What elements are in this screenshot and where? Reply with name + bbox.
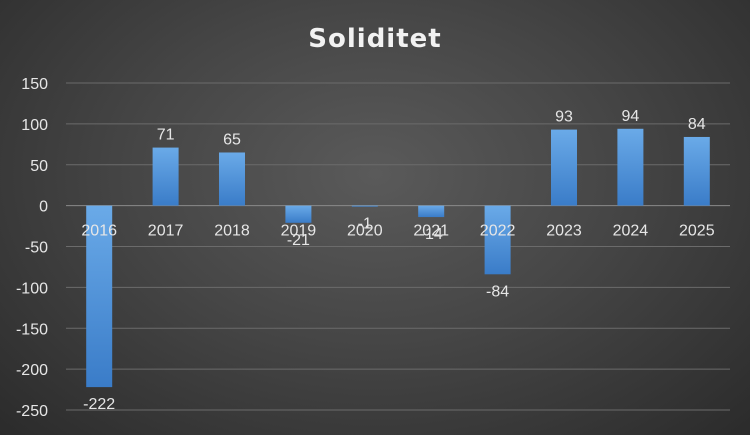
bar-2017 (152, 147, 179, 206)
data-label: -14 (420, 226, 443, 243)
y-tick-label: -100 (16, 280, 48, 297)
bar-2021 (418, 205, 445, 218)
x-tick-label: 2021 (413, 223, 449, 240)
y-tick-label: -250 (16, 403, 48, 420)
x-tick-label: 2022 (480, 223, 516, 240)
x-tick-label: 2019 (281, 223, 317, 240)
bar-2023 (551, 129, 577, 206)
y-tick-label: 100 (21, 117, 48, 134)
y-tick-label: -150 (16, 321, 48, 338)
bar-2022 (484, 205, 511, 275)
y-tick-label: -50 (25, 240, 48, 257)
data-label: 93 (555, 109, 573, 126)
bar-2020 (351, 205, 378, 207)
x-tick-label: 2024 (613, 223, 649, 240)
x-tick-label: 2023 (546, 223, 582, 240)
data-label: 65 (223, 131, 241, 148)
x-axis-ticks: 2016 2017 2018 2019 2020 2021 2022 2023 2024 2025 (81, 223, 714, 240)
data-label: -21 (287, 232, 310, 249)
y-tick-label: -200 (16, 362, 48, 379)
bar-2019 (285, 205, 312, 223)
y-tick-label: 150 (21, 76, 48, 93)
x-tick-label: 2016 (81, 223, 117, 240)
y-tick-label: 0 (39, 199, 48, 216)
x-tick-label: 2020 (347, 223, 383, 240)
x-tick-label: 2018 (214, 223, 250, 240)
data-label: -1 (358, 215, 372, 232)
chart-title: Soliditet (308, 24, 441, 54)
data-label: 84 (688, 116, 706, 133)
x-tick-label: 2017 (148, 223, 184, 240)
bars (86, 128, 710, 388)
data-labels: -222 71 65 -21 -1 -14 -84 93 94 84 (83, 108, 706, 413)
y-tick-label: 50 (30, 158, 48, 175)
data-label: -84 (486, 283, 509, 300)
data-label: -222 (83, 396, 115, 413)
data-label: 71 (157, 127, 175, 144)
bar-2018 (219, 152, 245, 206)
bar-2016 (86, 205, 113, 388)
x-tick-label: 2025 (679, 223, 715, 240)
data-label: 94 (622, 108, 640, 125)
y-axis-ticks: 150 100 50 0 -50 -100 -150 -200 -250 (16, 76, 48, 420)
bar-2025 (683, 136, 710, 206)
bar-2024 (617, 128, 644, 206)
